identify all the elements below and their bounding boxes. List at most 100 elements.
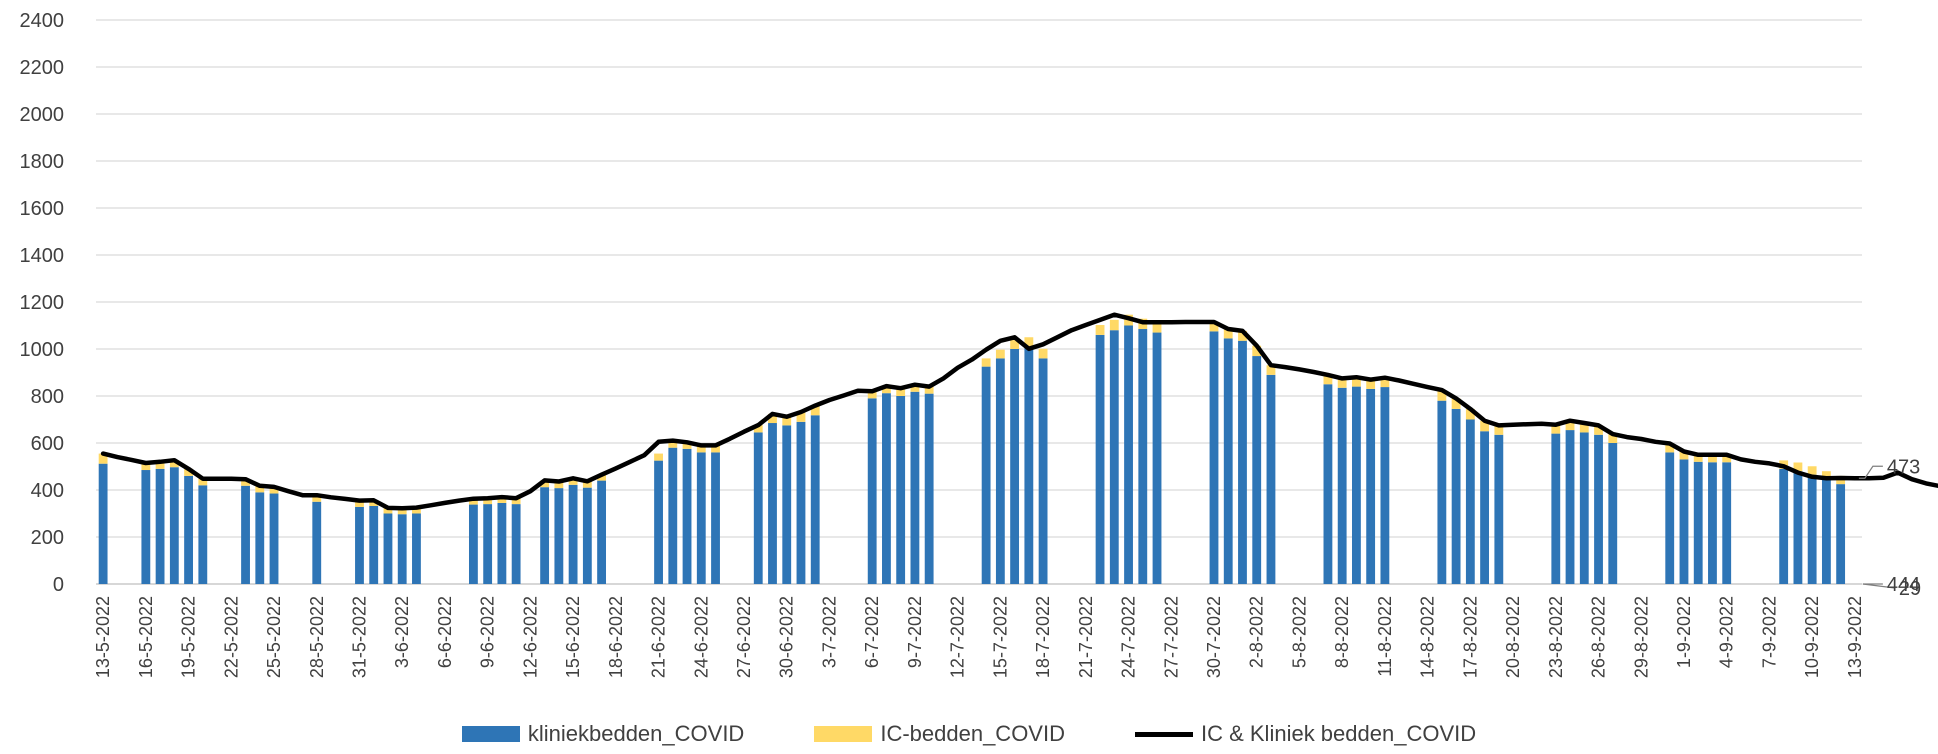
bar-kliniekbedden bbox=[1024, 346, 1034, 584]
y-tick-label: 1000 bbox=[20, 339, 65, 361]
bar-kliniekbedden bbox=[198, 485, 208, 584]
bar-kliniekbedden bbox=[1223, 338, 1233, 584]
line-total-beds bbox=[100, 312, 1938, 511]
bar-ic-bedden bbox=[1807, 466, 1817, 475]
bar-kliniekbedden bbox=[1779, 468, 1789, 584]
bar-kliniekbedden bbox=[768, 423, 777, 584]
legend-label-kliniekbedden: kliniekbedden_COVID bbox=[527, 721, 745, 746]
bar-ic-bedden bbox=[497, 497, 507, 503]
bar-kliniekbedden bbox=[1337, 387, 1347, 584]
bar-ic-bedden bbox=[582, 481, 592, 488]
bar-kliniekbedden bbox=[1551, 433, 1561, 584]
bar-kliniekbedden bbox=[782, 425, 792, 584]
bar-ic-bedden bbox=[1451, 398, 1461, 409]
x-tick-label: 9-7-2022 bbox=[905, 596, 925, 668]
bar-ic-bedden bbox=[397, 508, 407, 515]
bar-ic-bedden bbox=[1608, 434, 1618, 443]
x-tick-label: 27-6-2022 bbox=[734, 596, 754, 678]
x-tick-label: 28-5-2022 bbox=[307, 596, 327, 678]
bar-kliniekbedden bbox=[1138, 329, 1148, 584]
bar-kliniekbedden bbox=[1209, 331, 1219, 584]
bar-kliniekbedden bbox=[369, 505, 379, 584]
x-tick-label: 24-7-2022 bbox=[1119, 596, 1139, 678]
legend: kliniekbedden_COVID IC-bedden_COVID IC &… bbox=[0, 718, 1938, 750]
bar-kliniekbedden bbox=[1038, 358, 1048, 584]
bar-ic-bedden bbox=[768, 413, 777, 424]
x-tick-label: 15-6-2022 bbox=[563, 596, 583, 678]
y-tick-label: 200 bbox=[31, 527, 64, 549]
bar-kliniekbedden bbox=[483, 504, 493, 584]
bar-ic-bedden bbox=[810, 405, 820, 416]
x-tick-label: 30-6-2022 bbox=[777, 596, 797, 678]
x-tick-label: 6-7-2022 bbox=[862, 596, 882, 668]
x-tick-label: 21-7-2022 bbox=[1076, 596, 1096, 678]
x-tick-label: 20-8-2022 bbox=[1503, 596, 1523, 678]
bar-kliniekbedden bbox=[882, 393, 891, 584]
bar-kliniekbedden bbox=[1323, 384, 1333, 584]
line-series bbox=[100, 312, 1938, 511]
bar-ic-bedden bbox=[1366, 379, 1376, 389]
y-tick-label: 0 bbox=[53, 574, 64, 596]
bar-ic-bedden bbox=[1679, 451, 1689, 460]
y-tick-label: 2000 bbox=[20, 104, 65, 126]
bar-kliniekbedden bbox=[1722, 462, 1732, 584]
legend-label-total: IC & Kliniek bedden_COVID bbox=[1200, 721, 1477, 746]
bar-kliniekbedden bbox=[1693, 461, 1703, 584]
bar-kliniekbedden bbox=[1366, 388, 1376, 584]
bar-ic-bedden bbox=[1109, 319, 1119, 331]
bar-ic-bedden bbox=[483, 498, 493, 505]
bar-kliniekbedden bbox=[1252, 356, 1262, 584]
x-tick-label: 3-6-2022 bbox=[392, 596, 412, 668]
x-tick-label: 18-7-2022 bbox=[1033, 596, 1053, 678]
bar-ic-bedden bbox=[1223, 329, 1233, 339]
bar-ic-bedden bbox=[981, 358, 991, 367]
x-tick-label: 9-6-2022 bbox=[478, 596, 498, 668]
bar-ic-bedden bbox=[269, 486, 279, 494]
x-tick-label: 12-7-2022 bbox=[948, 596, 968, 678]
bar-kliniekbedden bbox=[554, 488, 564, 584]
bar-ic-bedden bbox=[1095, 325, 1105, 335]
bar-kliniekbedden bbox=[511, 504, 521, 584]
x-tick-label: 23-8-2022 bbox=[1546, 596, 1566, 678]
y-axis-tick-labels: 0 200 400 600 800 1000 1200 1400 1600 1800 2000 220… bbox=[20, 10, 65, 596]
bar-ic-bedden bbox=[753, 425, 763, 433]
x-tick-label: 15-7-2022 bbox=[990, 596, 1010, 678]
bar-kliniekbedden bbox=[1821, 479, 1831, 584]
bar-ic-bedden bbox=[540, 480, 550, 488]
bar-ic-bedden bbox=[1665, 443, 1675, 453]
y-tick-label: 600 bbox=[31, 433, 64, 455]
bar-ic-bedden bbox=[796, 411, 806, 422]
bar-ic-bedden bbox=[412, 507, 421, 514]
y-tick-label: 1800 bbox=[20, 151, 65, 173]
y-tick-label: 2400 bbox=[20, 10, 65, 32]
bar-ic-bedden bbox=[682, 442, 692, 449]
bar-ic-bedden bbox=[1010, 340, 1020, 349]
bar-kliniekbedden bbox=[1266, 374, 1276, 584]
bar-ic-bedden bbox=[1380, 377, 1390, 388]
bar-kliniekbedden bbox=[397, 514, 407, 584]
x-tick-label: 31-5-2022 bbox=[349, 596, 369, 678]
x-tick-label: 19-5-2022 bbox=[179, 596, 199, 678]
bar-ic-bedden bbox=[1722, 454, 1732, 463]
legend-item-kliniekbedden: kliniekbedden_COVID bbox=[461, 721, 745, 747]
bar-ic-bedden bbox=[1793, 462, 1803, 472]
bar-kliniekbedden bbox=[1480, 431, 1490, 584]
bar-kliniekbedden bbox=[1109, 330, 1119, 584]
x-tick-label: 8-8-2022 bbox=[1332, 596, 1352, 668]
bar-ic-bedden bbox=[141, 462, 151, 471]
bar-ic-bedden bbox=[1337, 378, 1347, 388]
bar-ic-bedden bbox=[1152, 322, 1162, 333]
bar-ic-bedden bbox=[184, 468, 193, 476]
legend-swatch-total bbox=[1134, 731, 1193, 737]
bar-kliniekbedden bbox=[995, 358, 1005, 584]
gridlines bbox=[96, 19, 1862, 585]
bar-kliniekbedden bbox=[497, 502, 507, 584]
bar-kliniekbedden bbox=[981, 366, 991, 584]
annotation-ic: 29 bbox=[1899, 578, 1921, 600]
x-tick-label: 5-8-2022 bbox=[1289, 596, 1309, 668]
x-tick-label: 26-8-2022 bbox=[1589, 596, 1609, 678]
bar-ic-bedden bbox=[1551, 424, 1561, 434]
y-tick-label: 2200 bbox=[20, 57, 65, 79]
bar-kliniekbedden bbox=[696, 452, 706, 584]
bar-ic-bedden bbox=[668, 440, 678, 448]
